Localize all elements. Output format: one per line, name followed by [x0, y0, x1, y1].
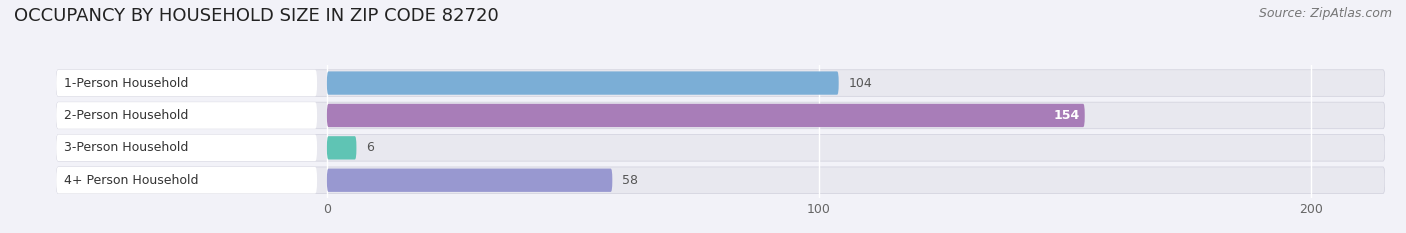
Text: 154: 154	[1053, 109, 1080, 122]
FancyBboxPatch shape	[328, 168, 613, 192]
Text: 2-Person Household: 2-Person Household	[63, 109, 188, 122]
FancyBboxPatch shape	[56, 167, 1385, 194]
Text: 6: 6	[366, 141, 374, 154]
FancyBboxPatch shape	[328, 71, 839, 95]
Text: OCCUPANCY BY HOUSEHOLD SIZE IN ZIP CODE 82720: OCCUPANCY BY HOUSEHOLD SIZE IN ZIP CODE …	[14, 7, 499, 25]
FancyBboxPatch shape	[56, 70, 318, 96]
FancyBboxPatch shape	[56, 167, 318, 194]
Text: 58: 58	[621, 174, 638, 187]
Text: 3-Person Household: 3-Person Household	[63, 141, 188, 154]
Text: Source: ZipAtlas.com: Source: ZipAtlas.com	[1258, 7, 1392, 20]
Text: 1-Person Household: 1-Person Household	[63, 77, 188, 89]
FancyBboxPatch shape	[56, 70, 1385, 96]
FancyBboxPatch shape	[56, 135, 1385, 161]
FancyBboxPatch shape	[328, 104, 1085, 127]
FancyBboxPatch shape	[56, 102, 318, 129]
FancyBboxPatch shape	[328, 136, 357, 160]
Text: 104: 104	[849, 77, 872, 89]
FancyBboxPatch shape	[56, 135, 318, 161]
FancyBboxPatch shape	[56, 102, 1385, 129]
Text: 4+ Person Household: 4+ Person Household	[63, 174, 198, 187]
